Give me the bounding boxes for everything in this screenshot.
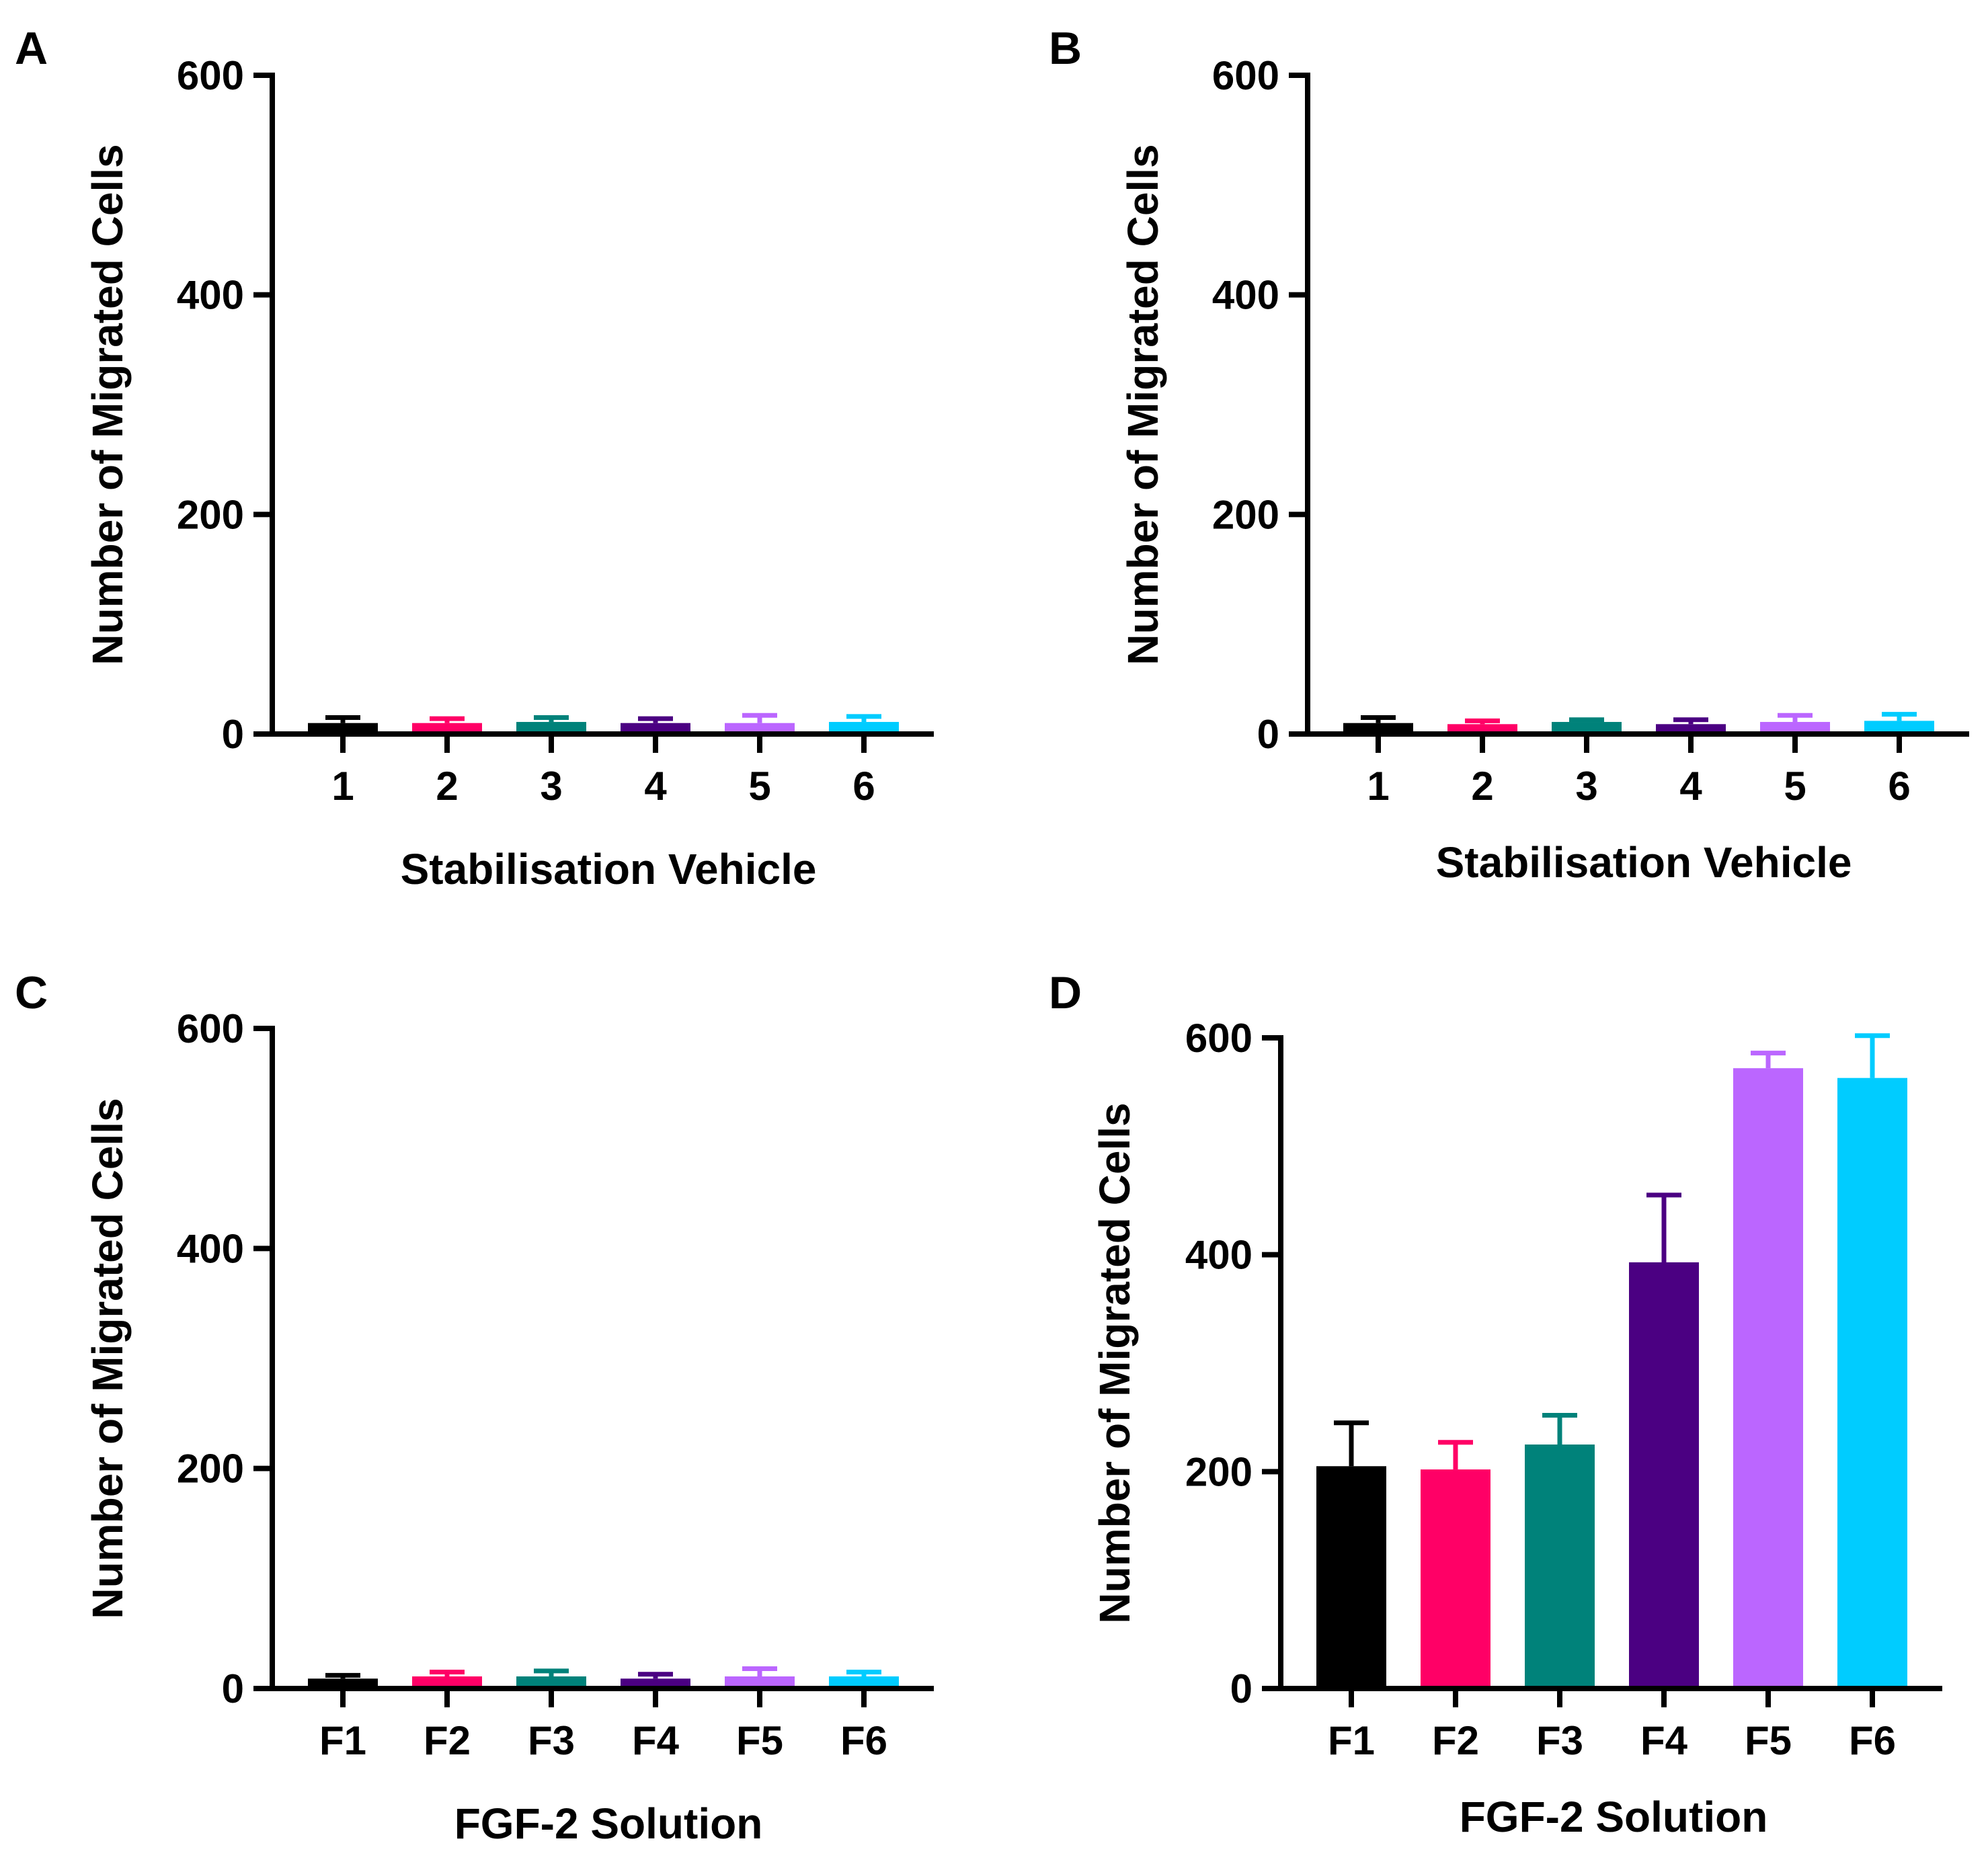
x-tick-label: 1 bbox=[1367, 764, 1389, 809]
y-tick-label: 600 bbox=[177, 1006, 244, 1051]
x-tick-label: F2 bbox=[424, 1718, 471, 1763]
y-axis-title: Number of Migrated Cells bbox=[83, 144, 132, 665]
bar-f6 bbox=[1837, 1078, 1907, 1689]
x-tick-label: 5 bbox=[1784, 764, 1806, 809]
y-tick-label: 400 bbox=[1212, 273, 1279, 318]
x-axis-title: FGF-2 Solution bbox=[454, 1799, 763, 1848]
y-tick-label: 0 bbox=[222, 1666, 244, 1711]
x-tick-label: 6 bbox=[1888, 764, 1910, 809]
panel-a: A 0 200 400 600 1 2 3 4 5 6 Stabilisation Vehicle Nu… bbox=[15, 23, 934, 893]
panel-d: D 0 200 400 600 F1 F2 F3 F4 F5 F6 FGF-2 Solution Num… bbox=[1049, 967, 1942, 1841]
x-tick-label: 1 bbox=[331, 764, 354, 809]
bar-6 bbox=[829, 722, 899, 734]
y-tick-label: 400 bbox=[1185, 1233, 1253, 1278]
x-tick-label: 2 bbox=[1471, 764, 1493, 809]
x-tick-label: F5 bbox=[736, 1718, 783, 1763]
y-tick-label: 600 bbox=[1212, 53, 1279, 98]
bar-f3 bbox=[1525, 1445, 1595, 1689]
bar-1 bbox=[308, 723, 378, 734]
x-axis-title: Stabilisation Vehicle bbox=[1436, 838, 1852, 887]
x-axis-title: Stabilisation Vehicle bbox=[401, 845, 817, 893]
y-tick-label: 0 bbox=[1257, 712, 1279, 757]
bar-f2 bbox=[1421, 1469, 1490, 1689]
bar-f3 bbox=[516, 1676, 586, 1689]
bar-6 bbox=[1864, 721, 1934, 734]
bar-5 bbox=[1760, 722, 1830, 734]
x-tick-label: F2 bbox=[1432, 1718, 1479, 1763]
y-tick-label: 200 bbox=[177, 1447, 244, 1492]
x-tick-label: 2 bbox=[436, 764, 458, 809]
x-tick-label: 4 bbox=[644, 764, 667, 809]
bar-f2 bbox=[412, 1676, 482, 1689]
panel-letter: C bbox=[15, 967, 48, 1018]
x-tick-label: F3 bbox=[528, 1718, 575, 1763]
panel-letter: D bbox=[1049, 967, 1082, 1018]
panel-letter: B bbox=[1049, 23, 1082, 74]
y-tick-label: 400 bbox=[177, 273, 244, 318]
x-tick-label: 3 bbox=[1575, 764, 1597, 809]
y-tick-label: 0 bbox=[222, 712, 244, 757]
bar-3 bbox=[1552, 722, 1622, 734]
panel-c: C 0 200 400 600 F1 F2 F3 F4 F5 F6 FGF-2 Solution Num… bbox=[15, 967, 934, 1848]
x-tick-label: 5 bbox=[748, 764, 770, 809]
y-axis-title: Number of Migrated Cells bbox=[1119, 144, 1167, 665]
bar-1 bbox=[1343, 723, 1413, 734]
panel-letter: A bbox=[15, 23, 48, 74]
bar-5 bbox=[725, 723, 795, 734]
bar-f1 bbox=[1316, 1466, 1386, 1689]
x-tick-label: F4 bbox=[632, 1718, 680, 1763]
bar-f5 bbox=[725, 1676, 795, 1689]
y-tick-label: 0 bbox=[1230, 1666, 1253, 1711]
bar-f5 bbox=[1733, 1068, 1803, 1689]
bar-3 bbox=[516, 722, 586, 734]
bar-f6 bbox=[829, 1676, 899, 1689]
y-tick-label: 200 bbox=[1185, 1449, 1253, 1494]
x-tick-label: F6 bbox=[840, 1718, 887, 1763]
y-tick-label: 400 bbox=[177, 1226, 244, 1271]
x-axis-title: FGF-2 Solution bbox=[1460, 1793, 1768, 1841]
y-tick-label: 200 bbox=[177, 492, 244, 537]
y-tick-label: 600 bbox=[177, 53, 244, 98]
bar-f4 bbox=[1629, 1262, 1699, 1689]
y-axis-title: Number of Migrated Cells bbox=[1090, 1102, 1139, 1623]
bar-4 bbox=[621, 723, 690, 734]
y-axis-title: Number of Migrated Cells bbox=[83, 1098, 132, 1619]
x-tick-label: F1 bbox=[319, 1718, 366, 1763]
x-tick-label: 6 bbox=[852, 764, 875, 809]
x-tick-label: F3 bbox=[1536, 1718, 1583, 1763]
x-tick-label: 4 bbox=[1679, 764, 1702, 809]
x-tick-label: F6 bbox=[1849, 1718, 1896, 1763]
y-tick-label: 600 bbox=[1185, 1016, 1253, 1061]
x-tick-label: F5 bbox=[1745, 1718, 1792, 1763]
x-tick-label: F4 bbox=[1640, 1718, 1688, 1763]
x-tick-label: F1 bbox=[1328, 1718, 1375, 1763]
panel-b: B 0 200 400 600 1 2 3 4 5 6 Stabilisation Vehicle Nu… bbox=[1049, 23, 1969, 887]
x-tick-label: 3 bbox=[540, 764, 562, 809]
bar-2 bbox=[412, 723, 482, 734]
y-tick-label: 200 bbox=[1212, 492, 1279, 537]
